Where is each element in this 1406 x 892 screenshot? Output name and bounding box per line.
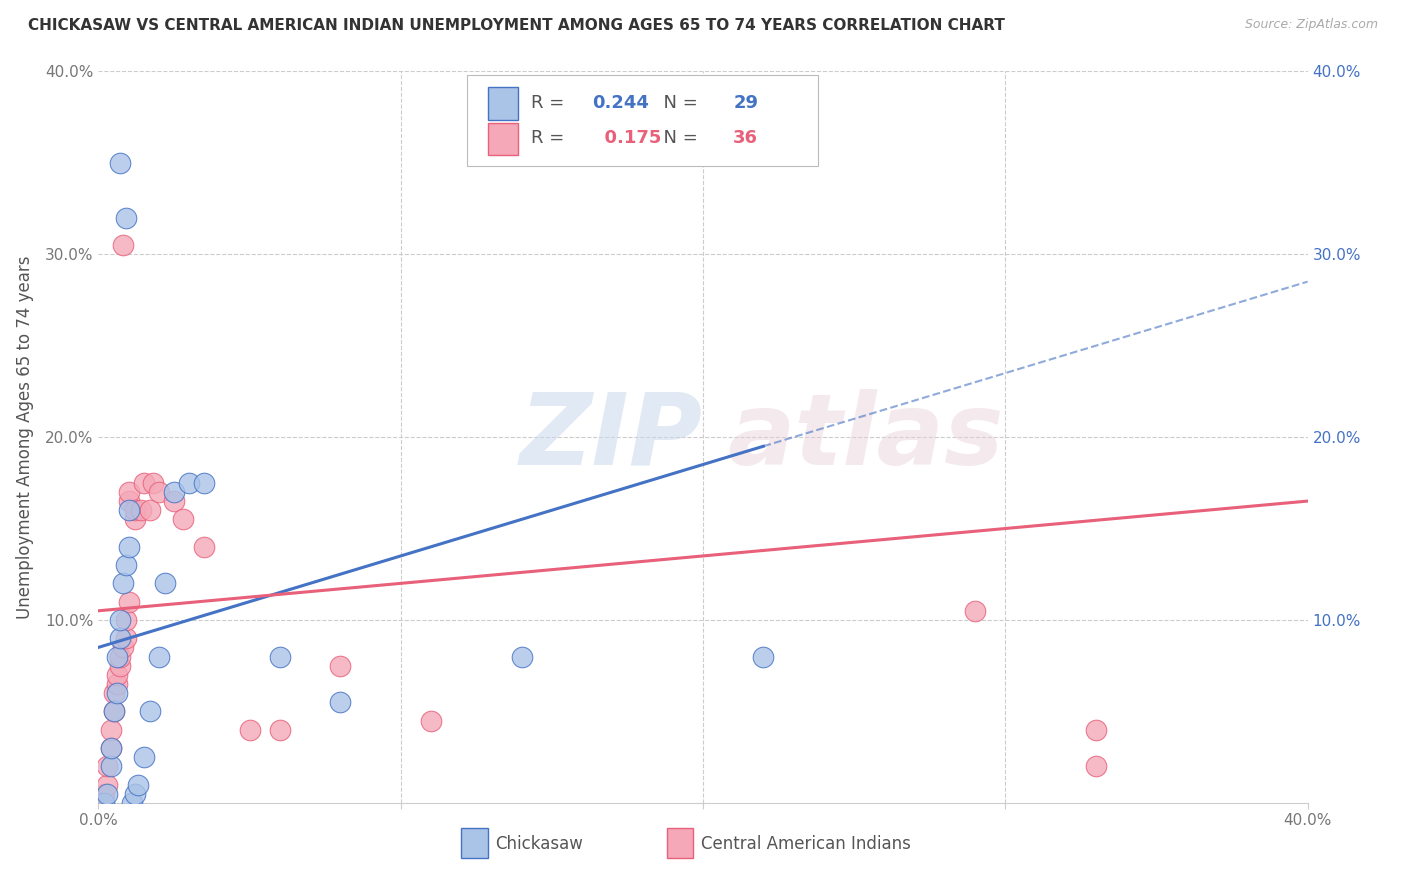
Point xyxy=(114,211,136,225)
Text: 36: 36 xyxy=(734,129,758,147)
Text: 0.244: 0.244 xyxy=(592,94,648,112)
Point xyxy=(269,723,291,737)
Point xyxy=(111,576,134,591)
Point xyxy=(148,485,170,500)
Point xyxy=(118,485,141,500)
Point xyxy=(93,787,115,801)
Text: Chickasaw: Chickasaw xyxy=(495,836,583,854)
Point xyxy=(114,632,136,646)
Point xyxy=(108,156,131,170)
Text: CHICKASAW VS CENTRAL AMERICAN INDIAN UNEMPLOYMENT AMONG AGES 65 TO 74 YEARS CORR: CHICKASAW VS CENTRAL AMERICAN INDIAN UNE… xyxy=(28,18,1005,33)
Text: N =: N = xyxy=(652,129,704,147)
Point xyxy=(193,540,215,554)
Bar xyxy=(488,122,517,155)
Text: R =: R = xyxy=(531,94,571,112)
Text: atlas: atlas xyxy=(727,389,1004,485)
Point xyxy=(103,705,125,719)
Y-axis label: Unemployment Among Ages 65 to 74 years: Unemployment Among Ages 65 to 74 years xyxy=(15,255,34,619)
Point xyxy=(1085,759,1108,773)
Point xyxy=(752,649,775,664)
Point xyxy=(96,759,118,773)
Point xyxy=(118,594,141,608)
Point xyxy=(111,640,134,655)
Point xyxy=(103,686,125,700)
Point xyxy=(329,695,352,709)
Point xyxy=(93,796,115,810)
Text: Central American Indians: Central American Indians xyxy=(700,836,911,854)
Point xyxy=(510,649,533,664)
Point xyxy=(108,649,131,664)
Point xyxy=(103,705,125,719)
Point xyxy=(965,604,987,618)
Point xyxy=(118,494,141,508)
Point xyxy=(132,750,155,764)
Point xyxy=(108,613,131,627)
Point xyxy=(1085,723,1108,737)
Point xyxy=(148,649,170,664)
Point xyxy=(90,796,112,810)
Point xyxy=(132,475,155,490)
Point xyxy=(239,723,262,737)
Point xyxy=(269,649,291,664)
Point xyxy=(118,540,141,554)
Text: 0.175: 0.175 xyxy=(592,129,661,147)
Point xyxy=(114,558,136,573)
Point xyxy=(420,714,443,728)
Point xyxy=(108,658,131,673)
Point xyxy=(108,632,131,646)
Point xyxy=(124,787,146,801)
Bar xyxy=(666,829,693,858)
Point xyxy=(114,613,136,627)
Point xyxy=(118,503,141,517)
Point xyxy=(142,475,165,490)
Point xyxy=(193,475,215,490)
Point xyxy=(163,494,186,508)
Point xyxy=(139,503,162,517)
Point xyxy=(329,658,352,673)
Point xyxy=(172,512,194,526)
Point xyxy=(124,512,146,526)
Text: Source: ZipAtlas.com: Source: ZipAtlas.com xyxy=(1244,18,1378,31)
Point xyxy=(121,796,143,810)
Point xyxy=(100,740,122,755)
Point xyxy=(96,778,118,792)
Point xyxy=(100,759,122,773)
Bar xyxy=(461,829,488,858)
Point xyxy=(100,740,122,755)
Text: 29: 29 xyxy=(734,94,758,112)
Point xyxy=(163,485,186,500)
Point xyxy=(105,677,128,691)
Point xyxy=(139,705,162,719)
Point xyxy=(100,723,122,737)
Point xyxy=(129,503,152,517)
Point xyxy=(105,686,128,700)
Text: ZIP: ZIP xyxy=(520,389,703,485)
Text: R =: R = xyxy=(531,129,571,147)
Point xyxy=(96,787,118,801)
Point xyxy=(124,503,146,517)
Point xyxy=(111,238,134,252)
Point xyxy=(179,475,201,490)
Text: N =: N = xyxy=(652,94,704,112)
Point xyxy=(127,778,149,792)
Point xyxy=(153,576,176,591)
Point xyxy=(105,649,128,664)
Point xyxy=(105,667,128,681)
FancyBboxPatch shape xyxy=(467,75,818,167)
Bar xyxy=(488,87,517,120)
